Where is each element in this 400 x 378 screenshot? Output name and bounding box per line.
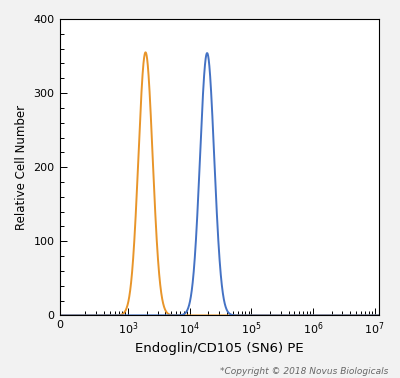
Text: *Copyright © 2018 Novus Biologicals: *Copyright © 2018 Novus Biologicals xyxy=(220,367,388,376)
X-axis label: Endoglin/CD105 (SN6) PE: Endoglin/CD105 (SN6) PE xyxy=(135,342,304,355)
Y-axis label: Relative Cell Number: Relative Cell Number xyxy=(15,105,28,230)
